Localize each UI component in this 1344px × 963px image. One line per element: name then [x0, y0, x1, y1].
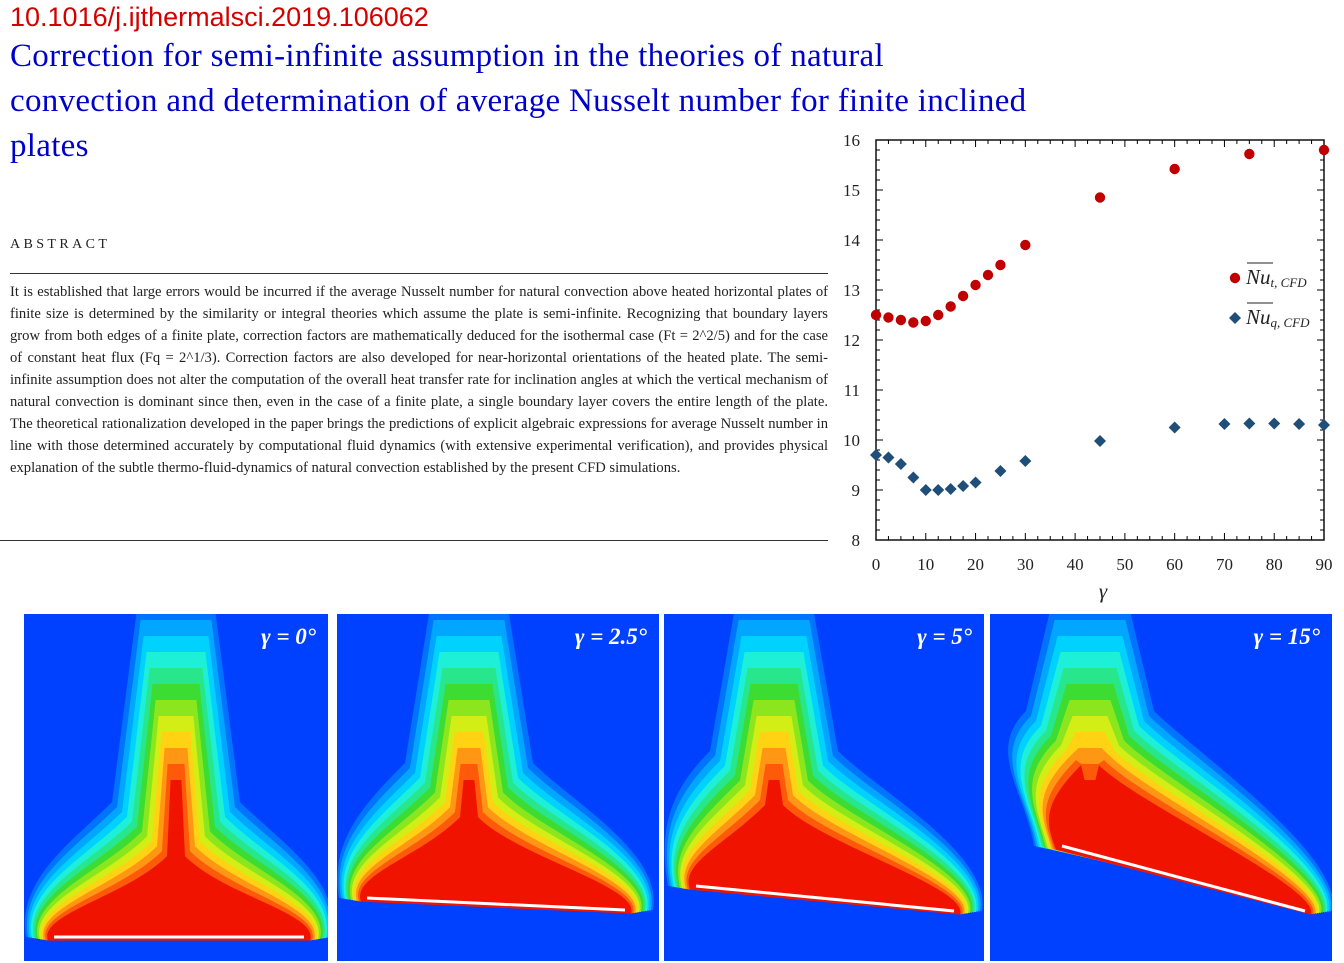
panel-angle-label: γ = 15° [1254, 624, 1321, 649]
x-tick-label: 80 [1266, 555, 1283, 574]
x-tick-label: 60 [1166, 555, 1183, 574]
panel-angle-label: γ = 2.5° [575, 624, 648, 649]
x-tick-label: 50 [1116, 555, 1133, 574]
legend-marker-nu-t [1229, 272, 1241, 284]
contour-band [47, 780, 311, 941]
legend-marker-nu-q [1229, 312, 1241, 324]
x-tick-label: 10 [917, 555, 934, 574]
doi-link[interactable]: 10.1016/j.ijthermalsci.2019.106062 [10, 2, 429, 32]
nu-t-point [933, 309, 944, 321]
contour-panel-2-5: γ = 2.5° [337, 614, 659, 961]
contour-panel-0: γ = 0° [24, 614, 328, 961]
nu-q-point [919, 484, 932, 496]
y-tick-label: 9 [852, 481, 861, 500]
contour-band [688, 780, 961, 915]
heated-plate [695, 884, 955, 913]
nu-t-point [908, 317, 919, 328]
nu-t-point [1020, 239, 1031, 251]
nu-q-point [994, 465, 1007, 477]
y-tick-label: 16 [843, 131, 860, 150]
nu-t-point [945, 301, 956, 312]
nusselt-scatter-chart: 0 10 20 30 40 50 60 70 80 90 8 9 10 11 12 13 14 15 16 γ Nut,… [843, 131, 1333, 603]
nu-t-point [920, 315, 931, 327]
nu-q-point [907, 471, 920, 484]
nu-t-point [995, 259, 1006, 271]
contour-band [360, 780, 632, 914]
nu-q-point [1243, 417, 1256, 430]
nu-q-point [1094, 435, 1106, 447]
contour-band [1048, 765, 1312, 915]
abstract-top-rule [10, 273, 828, 274]
nu-q-point [1318, 419, 1330, 431]
nu-q-point [894, 458, 907, 470]
y-tick-label: 14 [843, 231, 861, 250]
nu-t-point [1169, 163, 1180, 175]
nu-q-point [1293, 418, 1306, 430]
chart-legend: Nut, CFD Nuq, CFD [1229, 262, 1310, 330]
nu-t-point [870, 309, 882, 321]
nu-t-point [895, 314, 907, 326]
nu-t-point [883, 312, 894, 323]
y-tick-label: 12 [843, 331, 860, 350]
contour-panel-15: γ = 15° [990, 614, 1332, 961]
abstract-bottom-rule [0, 540, 828, 541]
nu-t-point [1318, 144, 1330, 156]
contour-panel-5: γ = 5° [664, 614, 984, 961]
nu-q-point [1268, 417, 1281, 430]
nu-q-point [1168, 421, 1181, 434]
legend-label: Nuq, CFD [1245, 305, 1310, 330]
heated-plate [366, 896, 626, 912]
nu-t-point [982, 269, 994, 281]
x-axis-label: γ [1099, 579, 1108, 603]
y-tick-label: 15 [843, 181, 860, 200]
x-tick-label: 90 [1316, 555, 1333, 574]
nu-t-point [970, 279, 981, 291]
nu-t-point [1094, 192, 1106, 203]
y-tick-label: 10 [843, 431, 860, 450]
nu-q-point [882, 451, 895, 464]
nu-q-point [944, 483, 957, 495]
x-tick-label: 30 [1017, 555, 1034, 574]
legend-label: Nut, CFD [1245, 265, 1307, 290]
nu-q-point [1019, 455, 1032, 467]
panel-angle-label: γ = 5° [917, 624, 973, 649]
x-tick-label: 20 [967, 555, 984, 574]
nu-q-point [1218, 418, 1231, 430]
x-tick-label: 40 [1067, 555, 1084, 574]
nu-q-point [932, 484, 945, 496]
y-tick-label: 11 [844, 381, 860, 400]
nu-t-point [1244, 148, 1255, 160]
paper-title: Correction for semi-infinite assumption … [10, 38, 1027, 164]
y-tick-label: 8 [852, 531, 861, 550]
nu-q-point [870, 449, 882, 461]
x-tick-label: 0 [872, 555, 881, 574]
x-tick-label: 70 [1216, 555, 1233, 574]
y-tick-label: 13 [843, 281, 860, 300]
nu-q-point [969, 476, 982, 489]
nu-t-point [957, 290, 969, 302]
abstract-heading: ABSTRACT [10, 237, 111, 252]
heated-plate [1061, 844, 1306, 913]
abstract-text: It is established that large errors woul… [10, 284, 828, 476]
nu-q-point [957, 480, 970, 492]
panel-angle-label: γ = 0° [261, 624, 317, 649]
